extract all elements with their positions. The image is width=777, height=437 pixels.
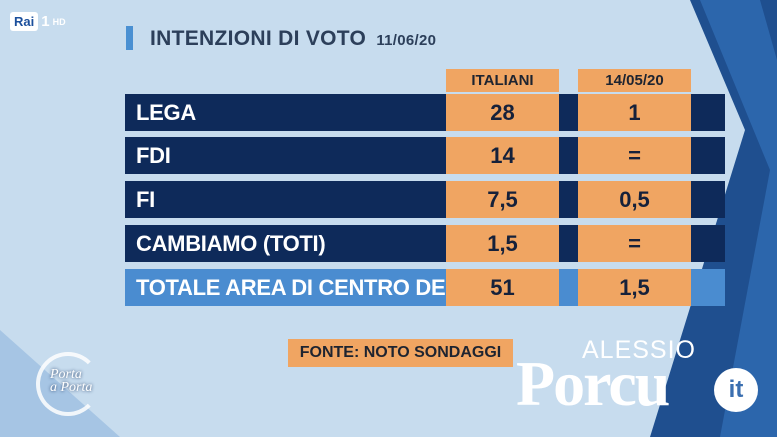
page-title: INTENZIONI DI VOTO 11/06/20 <box>150 27 436 51</box>
value-cell: 7,5 <box>446 181 559 218</box>
value-cell: 28 <box>446 94 559 131</box>
watermark: ALESSIO Porcu it <box>516 336 772 426</box>
change-cell: 1 <box>578 94 691 131</box>
title-text: INTENZIONI DI VOTO <box>150 27 367 50</box>
total-row: TOTALE AREA DI CENTRO DESTRA 51 1,5 <box>125 269 725 306</box>
source-label: FONTE: NOTO SONDAGGI <box>288 339 513 367</box>
total-change-cell: 1,5 <box>578 269 691 306</box>
watermark-name: ALESSIO <box>582 336 696 364</box>
total-label: TOTALE AREA DI CENTRO DESTRA <box>136 275 505 300</box>
logo-ring-icon <box>36 352 100 416</box>
table-row: CAMBIAMO (TOTI) 1,5 = <box>125 225 725 262</box>
table-row: FI 7,5 0,5 <box>125 181 725 218</box>
porta-a-porta-logo: Porta a Porta <box>30 350 120 420</box>
channel-number: 1 <box>41 13 50 30</box>
column-header-italiani: ITALIANI <box>446 69 559 92</box>
value-cell: 14 <box>446 137 559 174</box>
value-cell: 1,5 <box>446 225 559 262</box>
hd-badge: HD <box>52 16 66 27</box>
party-label: LEGA <box>136 100 196 125</box>
total-value-cell: 51 <box>446 269 559 306</box>
channel-logo: Rai 1 HD <box>10 12 66 31</box>
table-row: FDI 14 = <box>125 137 725 174</box>
watermark-domain-badge: it <box>714 368 758 412</box>
title-accent-bar <box>126 26 133 50</box>
column-header-previous: 14/05/20 <box>578 69 691 92</box>
watermark-surname: Porcu <box>516 348 670 419</box>
rai-logo: Rai <box>10 12 39 31</box>
party-label: FDI <box>136 143 171 168</box>
change-cell: 0,5 <box>578 181 691 218</box>
logo-text: Porta a Porta <box>50 367 93 395</box>
party-label: CAMBIAMO (TOTI) <box>136 231 326 256</box>
change-cell: = <box>578 137 691 174</box>
table-row: LEGA 28 1 <box>125 94 725 131</box>
change-cell: = <box>578 225 691 262</box>
party-label: FI <box>136 187 155 212</box>
title-date: 11/06/20 <box>376 32 437 49</box>
